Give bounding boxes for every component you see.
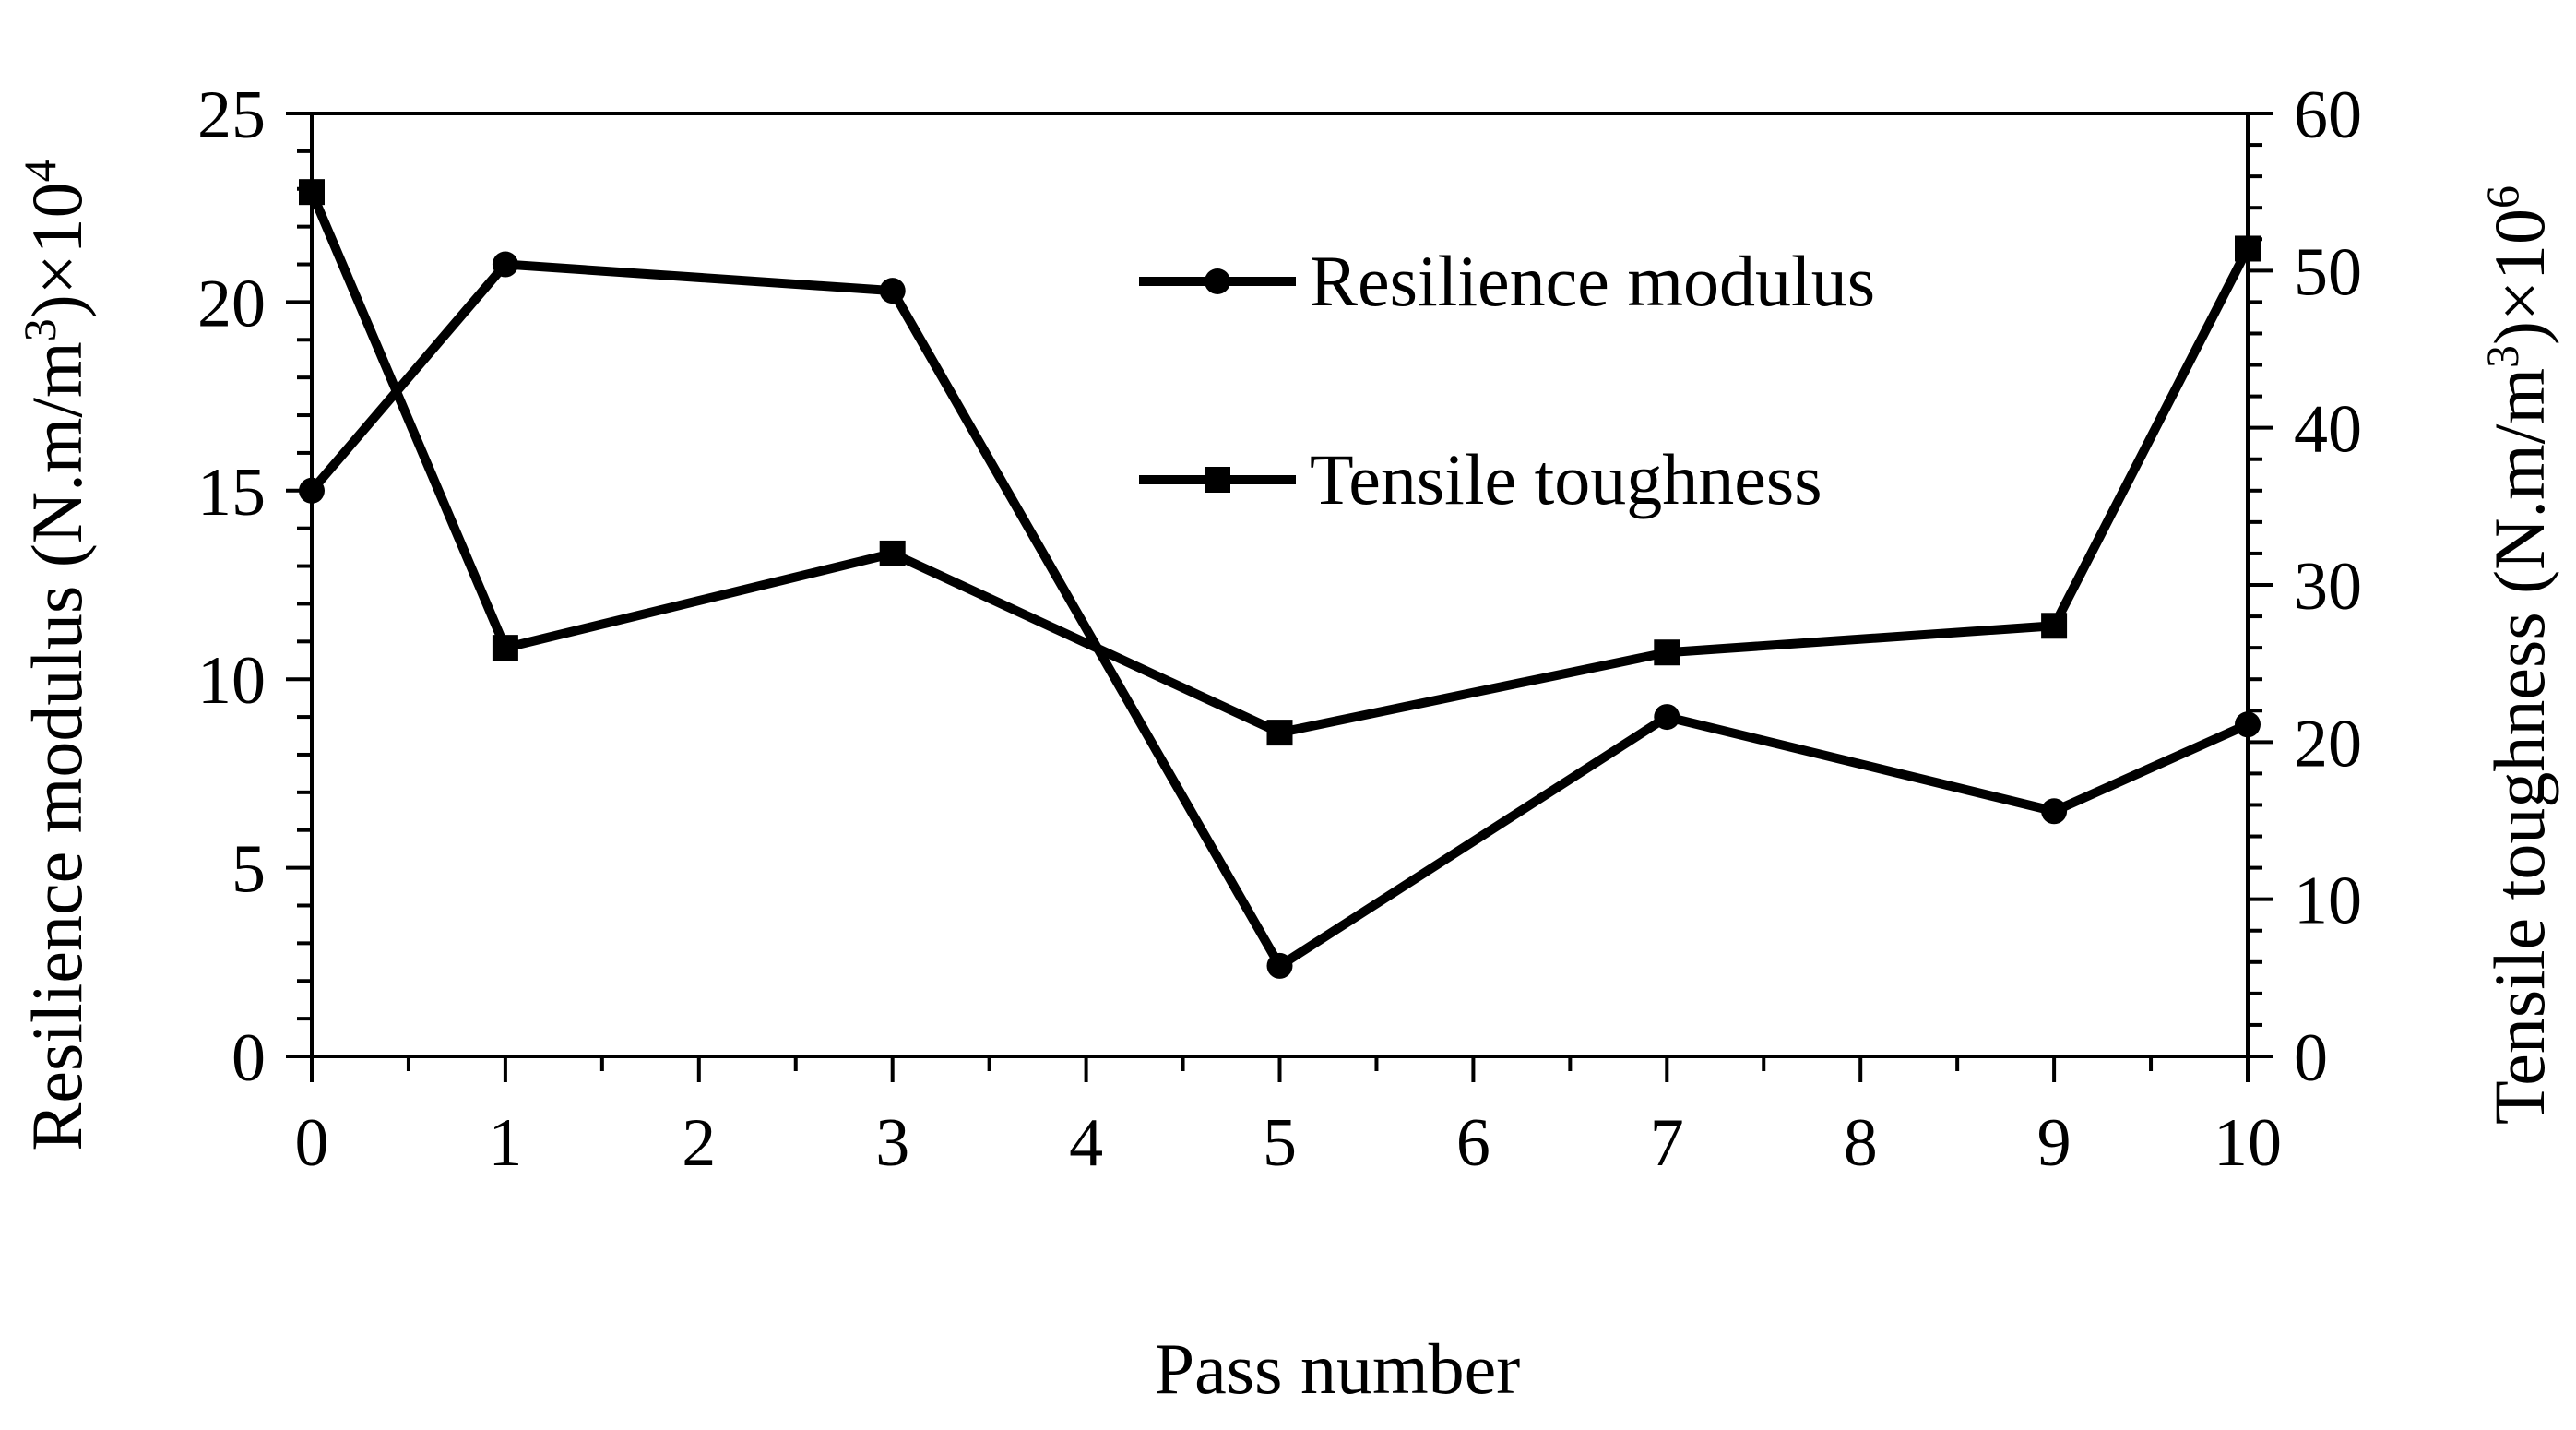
right-y-axis-title-mid: )×10	[2479, 209, 2559, 345]
x-tick-label: 9	[2037, 1105, 2071, 1181]
left-y-axis-title-main: Resilience modulus (N.m/m	[17, 341, 97, 1150]
legend: Resilience modulus Tensile toughness	[1139, 241, 1875, 519]
right-y-tick-label: 20	[2294, 706, 2362, 781]
left-y-tick-label: 0	[231, 1020, 266, 1096]
left-y-tick-label: 10	[197, 643, 266, 719]
left-y-axis-title: Resilience modulus (N.m/m3)×104	[14, 159, 97, 1150]
legend-resilience-modulus-marker	[1205, 268, 1230, 294]
x-tick-label: 3	[875, 1105, 909, 1181]
x-tick-label: 7	[1650, 1105, 1684, 1181]
right-y-tick-label: 0	[2294, 1020, 2328, 1096]
legend-resilience-modulus-label: Resilience modulus	[1310, 241, 1875, 321]
left-y-tick-label: 5	[231, 832, 266, 908]
tensile-toughness-point	[2235, 235, 2261, 262]
legend-tensile-toughness-marker	[1205, 467, 1230, 493]
resilience-modulus-point	[879, 278, 906, 304]
left-y-tick-label: 20	[197, 266, 266, 341]
legend-tensile-toughness-label: Tensile toughness	[1310, 439, 1822, 519]
left-y-tick-label: 25	[197, 77, 266, 153]
resilience-modulus-point	[2041, 798, 2068, 825]
x-tick-label: 8	[1844, 1105, 1878, 1181]
right-y-tick-label: 30	[2294, 549, 2362, 625]
x-tick-label: 1	[488, 1105, 522, 1181]
left-y-axis-title-sup2: 4	[14, 159, 65, 182]
right-y-axis-title-sup2: 6	[2476, 185, 2528, 209]
right-y-tick-label: 40	[2294, 392, 2362, 468]
tensile-toughness-point	[1654, 639, 1680, 666]
right-y-axis-title-sup1: 3	[2476, 345, 2528, 368]
x-tick-label: 2	[682, 1105, 716, 1181]
axis-titles: Pass number Resilience modulus (N.m/m3)×…	[14, 159, 2559, 1409]
right-y-tick-label: 60	[2294, 77, 2362, 153]
tensile-toughness-point	[879, 540, 906, 566]
x-tick-label: 5	[1263, 1105, 1297, 1181]
resilience-modulus-line	[308, 259, 2250, 971]
x-tick-label: 0	[295, 1105, 329, 1181]
series-lines	[307, 190, 2252, 971]
tensile-toughness-point	[2041, 613, 2068, 639]
left-y-tick-label: 15	[197, 455, 266, 530]
tensile-toughness-point	[1266, 720, 1293, 746]
tensile-toughness-point	[299, 179, 325, 206]
series-markers	[299, 179, 2261, 979]
right-y-tick-label: 50	[2294, 234, 2362, 310]
resilience-modulus-point	[299, 477, 325, 504]
resilience-modulus-point	[1654, 704, 1680, 731]
x-tick-label: 10	[2214, 1105, 2282, 1181]
resilience-modulus-point	[492, 251, 518, 278]
left-y-axis-title-sup1: 3	[14, 318, 65, 341]
left-y-axis-title-mid: )×10	[17, 182, 97, 318]
resilience-modulus-point	[1266, 952, 1293, 979]
resilience-modulus-point	[2235, 711, 2261, 738]
right-y-tick-label: 10	[2294, 864, 2362, 939]
tensile-toughness-point	[492, 635, 518, 661]
right-y-axis-title-main: Tensile toughness (N.m/m	[2479, 368, 2559, 1125]
x-tick-label: 6	[1456, 1105, 1490, 1181]
right-y-axis-title: Tensile toughness (N.m/m3)×106	[2476, 185, 2559, 1125]
x-tick-label: 4	[1069, 1105, 1103, 1181]
x-axis-title: Pass number	[1155, 1329, 1521, 1409]
